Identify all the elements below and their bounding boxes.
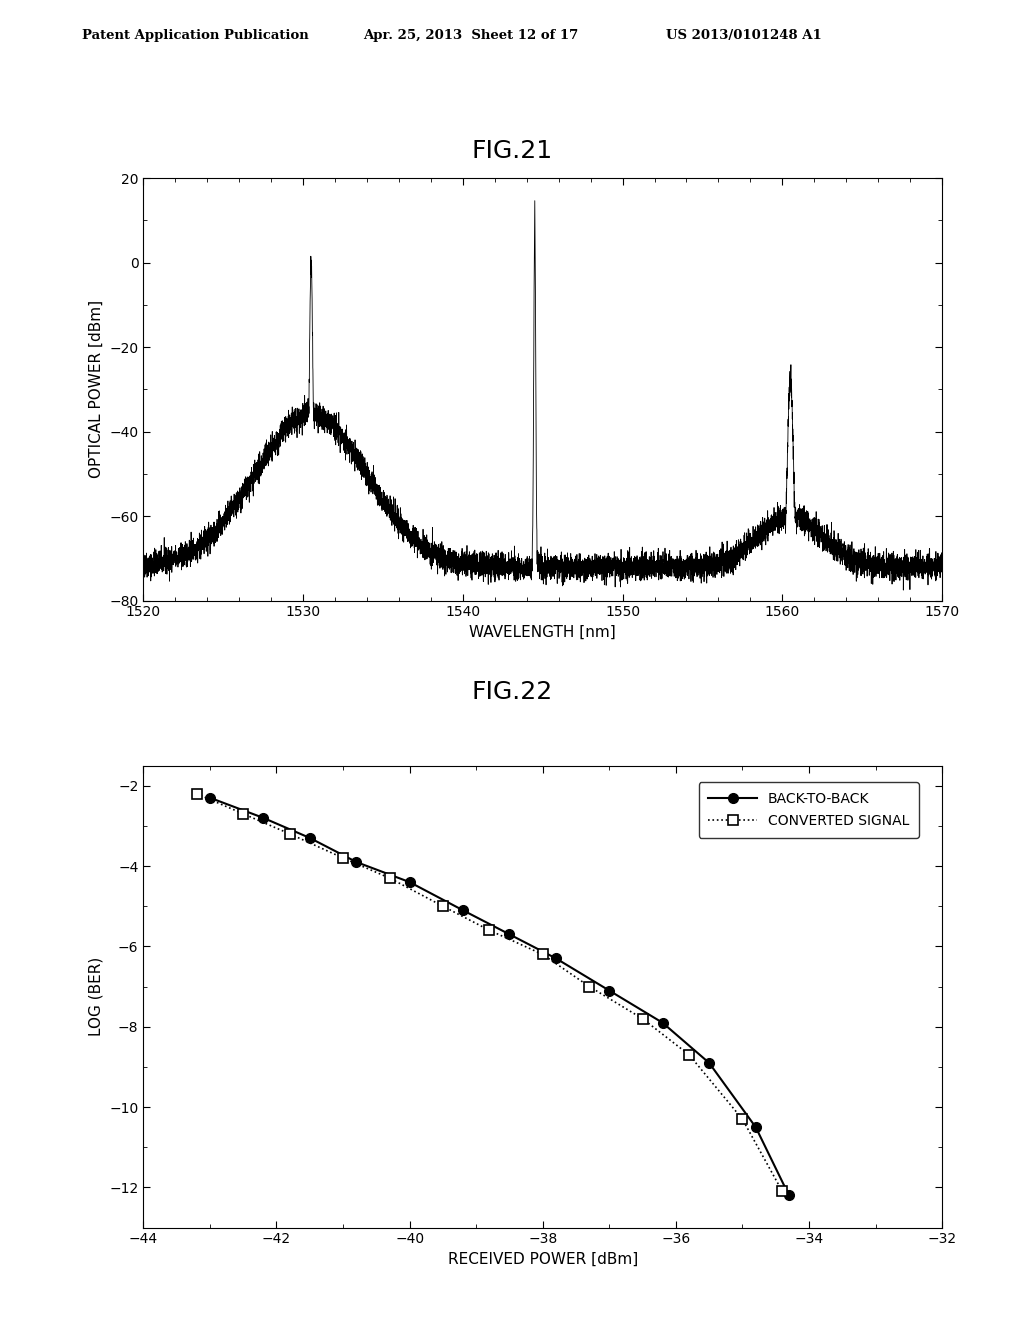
BACK-TO-BACK	[204, 789, 216, 805]
CONVERTED SIGNAL	[583, 978, 595, 994]
BACK-TO-BACK	[702, 1055, 715, 1071]
CONVERTED SIGNAL	[284, 826, 296, 842]
BACK-TO-BACK	[783, 1188, 796, 1204]
Legend: BACK-TO-BACK, CONVERTED SIGNAL: BACK-TO-BACK, CONVERTED SIGNAL	[698, 781, 920, 838]
Text: FIG.21: FIG.21	[471, 139, 553, 162]
BACK-TO-BACK	[656, 1015, 669, 1031]
X-axis label: RECEIVED POWER [dBm]: RECEIVED POWER [dBm]	[447, 1251, 638, 1267]
Text: US 2013/0101248 A1: US 2013/0101248 A1	[666, 29, 821, 42]
Text: FIG.22: FIG.22	[471, 680, 553, 704]
Line: BACK-TO-BACK: BACK-TO-BACK	[205, 793, 794, 1200]
BACK-TO-BACK	[457, 903, 469, 919]
CONVERTED SIGNAL	[337, 850, 349, 866]
BACK-TO-BACK	[550, 950, 562, 966]
CONVERTED SIGNAL	[483, 923, 496, 939]
BACK-TO-BACK	[603, 982, 615, 998]
CONVERTED SIGNAL	[190, 785, 203, 801]
CONVERTED SIGNAL	[776, 1184, 788, 1200]
BACK-TO-BACK	[257, 810, 269, 826]
CONVERTED SIGNAL	[636, 1011, 649, 1027]
CONVERTED SIGNAL	[683, 1047, 695, 1063]
BACK-TO-BACK	[504, 927, 516, 942]
CONVERTED SIGNAL	[237, 807, 249, 822]
Y-axis label: OPTICAL POWER [dBm]: OPTICAL POWER [dBm]	[89, 301, 103, 478]
Line: CONVERTED SIGNAL: CONVERTED SIGNAL	[191, 789, 787, 1196]
CONVERTED SIGNAL	[736, 1111, 749, 1127]
Text: Patent Application Publication: Patent Application Publication	[82, 29, 308, 42]
BACK-TO-BACK	[403, 874, 416, 890]
BACK-TO-BACK	[350, 854, 362, 870]
BACK-TO-BACK	[303, 830, 315, 846]
CONVERTED SIGNAL	[384, 870, 396, 886]
X-axis label: WAVELENGTH [nm]: WAVELENGTH [nm]	[469, 624, 616, 640]
CONVERTED SIGNAL	[537, 946, 549, 962]
Y-axis label: LOG (BER): LOG (BER)	[89, 957, 103, 1036]
Text: Apr. 25, 2013  Sheet 12 of 17: Apr. 25, 2013 Sheet 12 of 17	[364, 29, 579, 42]
BACK-TO-BACK	[750, 1119, 762, 1135]
CONVERTED SIGNAL	[437, 899, 450, 915]
